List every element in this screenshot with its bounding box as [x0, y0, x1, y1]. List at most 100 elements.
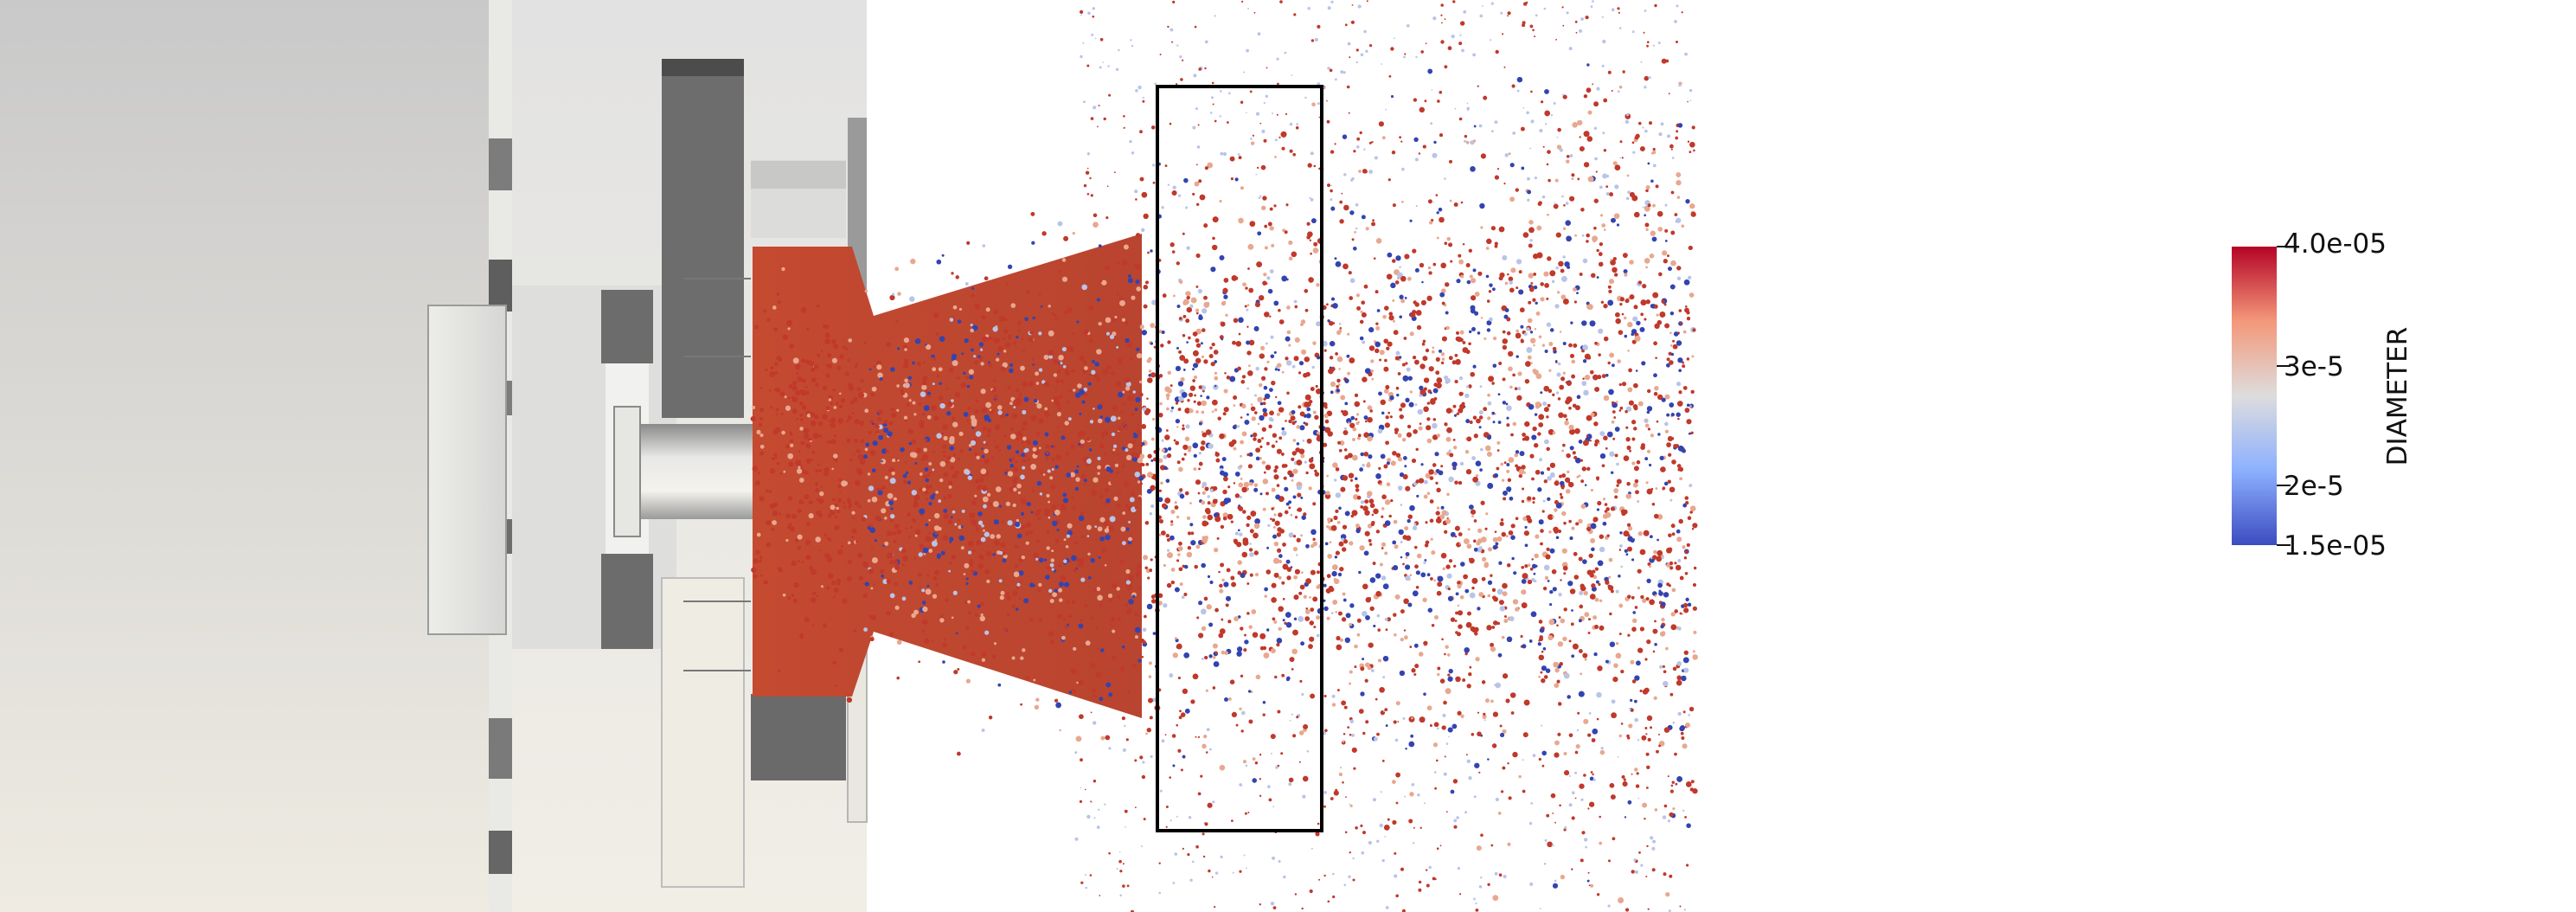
particle [805, 458, 811, 464]
particle [1664, 228, 1669, 233]
particle [1487, 547, 1493, 552]
particle [1506, 416, 1509, 420]
particle [1464, 450, 1470, 454]
particle [1676, 340, 1682, 346]
particle [1554, 304, 1560, 309]
particle [1453, 202, 1458, 207]
particle [943, 496, 947, 500]
particle [1338, 541, 1344, 547]
particle [1458, 259, 1464, 265]
particle [1457, 604, 1460, 607]
particle [894, 605, 900, 610]
particle [1528, 273, 1534, 279]
particle [911, 490, 918, 496]
particle [1092, 359, 1096, 363]
particle [1405, 362, 1408, 365]
particle [1198, 314, 1202, 318]
particle [1150, 485, 1156, 491]
particle [1490, 699, 1494, 703]
particle [904, 378, 908, 383]
particle [857, 453, 864, 460]
particle [1122, 541, 1126, 546]
particle [1315, 832, 1320, 837]
particle [1369, 606, 1375, 612]
particle [1253, 432, 1258, 438]
particle [1420, 572, 1426, 578]
particle [847, 414, 853, 421]
particle [1436, 506, 1440, 510]
particle [1310, 607, 1315, 612]
particle [1664, 394, 1670, 400]
particle [1183, 652, 1190, 658]
particle [1502, 330, 1506, 334]
particle [1035, 697, 1040, 702]
particle [1387, 178, 1391, 182]
particle [1634, 699, 1637, 703]
particle [1214, 371, 1218, 375]
upper-flange-face [662, 59, 744, 76]
particle [926, 391, 932, 395]
particle [1116, 262, 1120, 266]
particle [1330, 189, 1333, 193]
particle [1554, 178, 1559, 183]
particle [1610, 259, 1616, 266]
particle [1285, 559, 1291, 564]
particle [1592, 773, 1594, 776]
particle [1646, 715, 1653, 722]
particle [1046, 530, 1050, 534]
particle [1624, 816, 1627, 819]
particle [1454, 525, 1460, 531]
particle [1541, 510, 1545, 513]
particle [775, 456, 778, 459]
particle [819, 491, 824, 497]
particle [1637, 500, 1640, 503]
particle [759, 417, 763, 421]
particle [882, 579, 888, 585]
particle [1146, 603, 1153, 610]
particle [1298, 405, 1302, 409]
particle [1583, 94, 1588, 99]
particle [1057, 426, 1060, 428]
particle [1683, 667, 1689, 673]
particle [1543, 271, 1549, 277]
particle [1058, 564, 1061, 568]
particle [1266, 628, 1270, 632]
particle [1086, 535, 1090, 537]
particle [1592, 517, 1599, 523]
divider-strip-dark-6 [489, 831, 512, 874]
particle [1176, 460, 1181, 465]
particle [997, 345, 1003, 352]
particle [1439, 216, 1445, 223]
particle [1649, 565, 1652, 568]
particle [1058, 395, 1063, 399]
particle [828, 420, 830, 422]
particle [954, 392, 960, 398]
particle [848, 338, 852, 343]
particle [1182, 232, 1185, 235]
particle [1017, 491, 1021, 495]
particle [839, 490, 842, 493]
particle-cloud [750, 0, 1698, 912]
particle [1453, 446, 1458, 450]
particle [1450, 260, 1453, 263]
particle [1269, 315, 1272, 318]
particle [1528, 243, 1533, 248]
particle [1304, 308, 1309, 312]
particle [1458, 532, 1463, 536]
particle [1075, 557, 1080, 562]
particle [1541, 750, 1547, 756]
particle [1656, 538, 1659, 542]
particle [1304, 609, 1310, 614]
particle [950, 516, 953, 519]
particle [1125, 568, 1131, 575]
particle [1263, 385, 1268, 390]
particle [1062, 498, 1069, 504]
particle [817, 353, 821, 357]
particle [1502, 344, 1508, 350]
particle [1198, 601, 1203, 606]
particle [1608, 557, 1613, 562]
particle [806, 413, 811, 418]
particle [1193, 375, 1198, 380]
